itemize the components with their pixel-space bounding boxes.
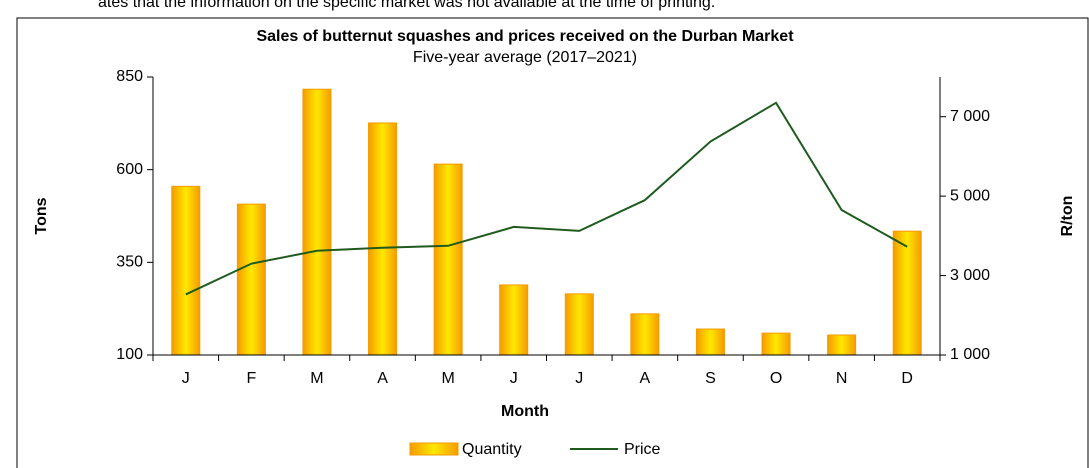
bar	[368, 122, 398, 356]
y2-tick-label: 1 000	[950, 346, 990, 363]
y2-tick-label: 7 000	[950, 108, 990, 125]
bar	[695, 328, 725, 356]
y2-axis-label: R/ton	[1059, 196, 1076, 237]
page-note: ates that the information on the specifi…	[98, 0, 715, 11]
x-tick-label: O	[770, 370, 782, 387]
bar	[827, 334, 857, 356]
bar	[171, 185, 201, 356]
y-tick-label: 600	[116, 161, 143, 178]
bar	[433, 163, 463, 356]
bar	[302, 88, 332, 356]
legend-label: Price	[624, 441, 661, 458]
x-tick-label: N	[836, 370, 848, 387]
x-tick-label: F	[246, 370, 256, 387]
x-tick-label: S	[705, 370, 716, 387]
x-tick-label: M	[441, 370, 454, 387]
bar	[630, 313, 660, 356]
x-tick-label: A	[377, 370, 388, 387]
x-tick-label: J	[182, 370, 190, 387]
price-line	[185, 101, 908, 296]
x-tick-label: M	[310, 370, 323, 387]
bar	[499, 284, 529, 356]
x-tick-label: D	[901, 370, 913, 387]
y-axis-label: Tons	[33, 197, 50, 234]
y2-tick-label: 5 000	[950, 187, 990, 204]
x-tick-label: J	[575, 370, 583, 387]
legend-swatch	[409, 442, 459, 456]
y-tick-label: 850	[116, 68, 143, 85]
y-tick-label: 100	[116, 346, 143, 363]
y2-tick-label: 3 000	[950, 267, 990, 284]
bar	[236, 203, 266, 356]
bar	[761, 332, 791, 356]
legend-label: Quantity	[462, 441, 522, 458]
x-tick-label: A	[640, 370, 651, 387]
bar	[892, 230, 922, 356]
x-axis-label: Month	[501, 403, 549, 420]
chart-subtitle: Five-year average (2017–2021)	[413, 49, 637, 66]
chart-frame	[16, 17, 1089, 468]
bar	[564, 293, 594, 356]
x-tick-label: J	[510, 370, 518, 387]
chart-title: Sales of butternut squashes and prices r…	[256, 28, 794, 45]
y-tick-label: 350	[116, 254, 143, 271]
